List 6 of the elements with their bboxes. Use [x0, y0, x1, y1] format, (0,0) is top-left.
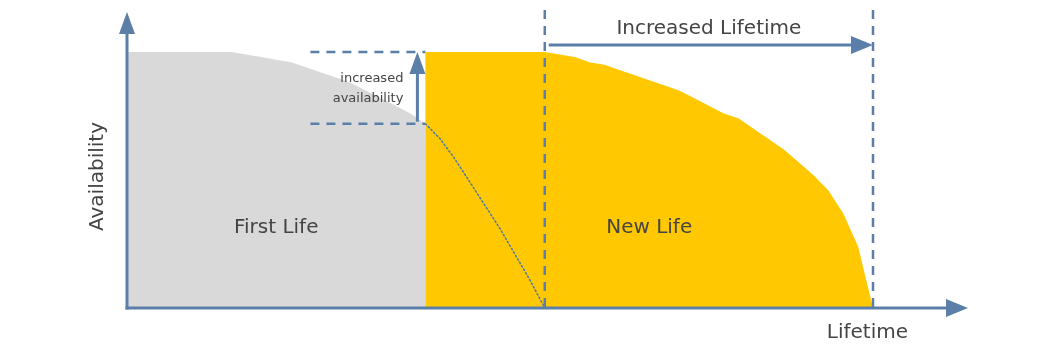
x-axis-title: Lifetime: [826, 319, 908, 343]
series-label: New Life: [606, 214, 693, 239]
annotation: increased availability: [332, 69, 404, 105]
series-label: First Life: [233, 214, 319, 239]
text: Increased Lifetime: [616, 15, 802, 39]
y-axis-title: Availability: [84, 121, 108, 232]
